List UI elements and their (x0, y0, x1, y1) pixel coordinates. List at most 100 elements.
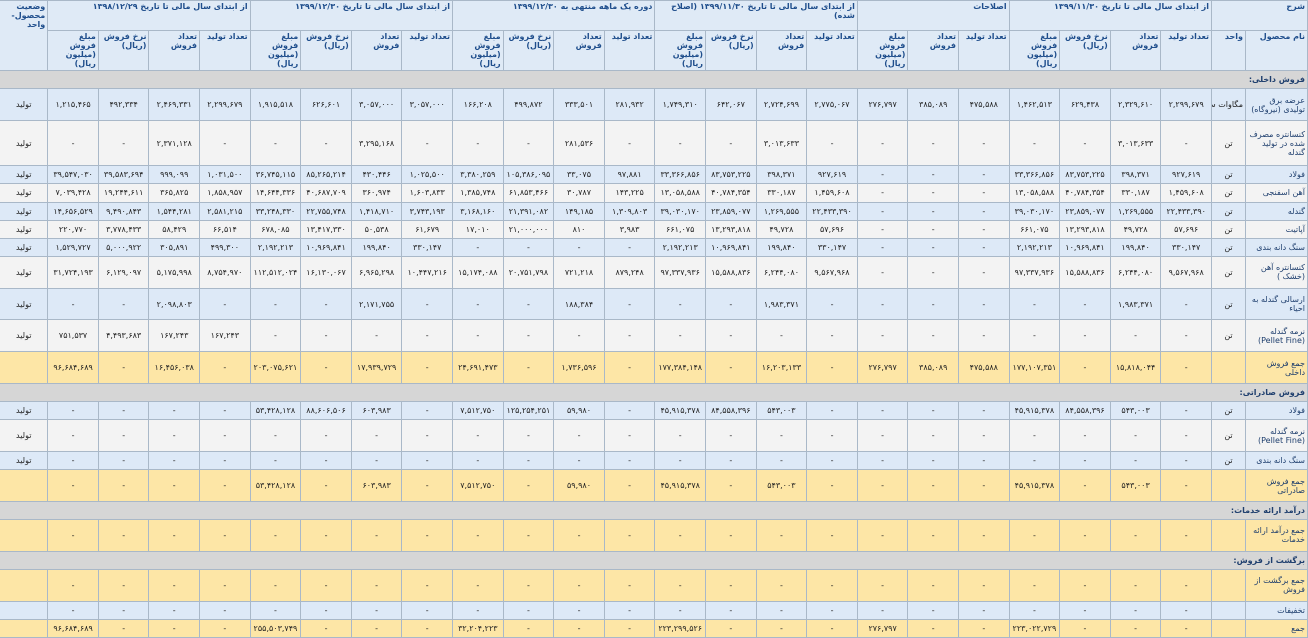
cell: - (249, 119, 302, 167)
cell: ۱,۴۱۸,۷۱۰ (350, 201, 403, 221)
cell: - (199, 401, 251, 421)
cell: ۱۵,۱۷۴,۰۸۸ (452, 255, 504, 289)
cell: - (199, 287, 251, 321)
cell: ۲,۱۹۲,۲۱۳ (1008, 237, 1061, 257)
cell: ۲,۲۹۹,۶۷۹ (199, 88, 251, 121)
cell: ۲۰۳,۰۷۵,۶۲۱ (249, 351, 302, 384)
cell: - (907, 618, 960, 638)
cell: تن (1210, 401, 1247, 421)
cell: - (755, 600, 808, 620)
cell: - (856, 201, 909, 221)
cell: ۳۳,۲۴۸,۳۳۰ (249, 201, 302, 221)
cell: تولید (0, 119, 49, 167)
cell: ۵۴۳,۰۰۳ (1109, 401, 1162, 421)
cell: - (907, 201, 960, 221)
cell: ۴۹,۷۲۸ (1109, 219, 1162, 239)
cell: ۲۲۰,۷۷۰ (47, 219, 99, 239)
cell: - (958, 419, 1010, 452)
cell: ۱۱۲,۵۱۲,۰۲۴ (249, 255, 302, 289)
row-name: فولاد (1245, 165, 1308, 185)
cell: ۱۵,۸۱۸,۰۴۴ (1109, 351, 1162, 384)
cell: ۱۶,۲۰۳,۱۳۳ (755, 351, 808, 384)
cell: - (97, 419, 150, 452)
cell: - (806, 450, 858, 471)
cell: ۴۵,۹۱۵,۳۷۸ (1008, 469, 1061, 502)
cell: - (401, 401, 454, 421)
cell: ۱,۴۶۲,۵۱۳ (1008, 88, 1061, 121)
row-name: کنسانتره آهن (خشک ) (1245, 255, 1308, 289)
cell: - (958, 119, 1010, 167)
cell: ۵۴۳,۰۰۳ (1109, 469, 1162, 502)
cell: تن (1210, 183, 1247, 203)
cell: تولید (0, 201, 49, 221)
column-title: تعداد تولید (958, 30, 1010, 71)
cell: - (856, 450, 909, 471)
cell: ۳,۰۱۳,۶۳۳ (1109, 119, 1162, 167)
table-row: سنگ دانه بندی تن ۳۳۰,۱۴۷ ۱۹۹,۸۴۰ ۱۰,۹۶۹,۸۴۱ ۲… (0, 237, 1308, 257)
cell: ۳۸۵,۰۸۹ (907, 88, 960, 121)
cell: ۲,۳۲۹,۶۱۰ (1109, 88, 1162, 121)
cell: - (199, 519, 251, 552)
cell: ۱,۷۳۶,۵۹۶ (553, 351, 605, 384)
column-title: تعداد فروش (755, 30, 808, 71)
cell: ۲۰,۷۵۱,۷۹۸ (502, 255, 555, 289)
cell: ۸۱۰ (553, 219, 605, 239)
table-row: جمع درآمد ارائه خدمات - - - - - - - - - - - - - - - - - - -… (0, 519, 1308, 552)
cell: - (755, 568, 808, 602)
cell: ۱,۴۵۹,۶۰۸ (806, 183, 858, 203)
cell: ۱,۷۴۹,۳۱۰ (654, 88, 707, 121)
cell: - (856, 219, 909, 239)
cell: - (1059, 319, 1111, 353)
cell: تن (1210, 119, 1247, 167)
cell: ۲۳,۸۵۹,۰۷۷ (705, 201, 757, 221)
cell: - (856, 568, 909, 602)
column-title: تعداد تولید (199, 30, 251, 71)
row-name: جمع درآمد ارائه خدمات (1245, 519, 1308, 552)
cell: ۹۷,۳۳۷,۹۳۶ (1008, 255, 1061, 289)
cell: - (705, 287, 757, 321)
cell: - (97, 600, 150, 620)
table-row: جمع - - -۲۲۳,۰۲۲,۷۲۹- -۲۷۶,۷۹۷- - -۲۲۳,۲۹۹,۵۲۶… (0, 618, 1308, 638)
section-title: فروش صادراتی: (0, 382, 1308, 403)
cell (1210, 568, 1247, 602)
cell: - (148, 469, 201, 502)
cell: - (856, 119, 909, 167)
cell: ۱۵,۵۸۸,۸۳۶ (705, 255, 757, 289)
cell: - (553, 519, 605, 552)
cell: - (502, 469, 555, 502)
cell: ۳۳,۳۶۶,۸۵۶ (654, 165, 707, 185)
column-title: نرخ فروش (ریال) (705, 30, 757, 71)
table-row: آهن اسفنجی تن ۱,۴۵۹,۶۰۸ ۳۳۰,۱۸۷ ۴۰,۷۸۴,۳۵۴ ۱۳… (0, 183, 1308, 203)
cell: - (1059, 119, 1111, 167)
cell: - (958, 165, 1010, 185)
cell: ۲۱,۰۰۰,۰۰۰ (502, 219, 555, 239)
cell: - (705, 351, 757, 384)
column-title: نرخ فروش (ریال) (97, 30, 150, 71)
cell: تن (1210, 419, 1247, 452)
cell: ۵۳,۴۲۸,۱۲۸ (249, 469, 302, 502)
cell: تولید (0, 287, 49, 321)
cell: - (856, 255, 909, 289)
cell: ۶۷۸,۰۸۵ (249, 219, 302, 239)
cell: ۱۹۹,۸۴۰ (755, 237, 808, 257)
cell: ۱۲۵,۲۵۴,۲۵۱ (502, 401, 555, 421)
cell: ۷۵۱,۵۳۷ (47, 319, 99, 353)
table-row: نرمه گندله (Pellet Fine) تن - - - - - - - - - - - - - -… (0, 419, 1308, 452)
table-row: عرضه برق تولیدی (نیروگاه)مگاوات ساعت۲,۲۹… (0, 88, 1308, 121)
cell: - (1160, 600, 1212, 620)
cell: ۹۶,۶۸۴,۶۸۹ (47, 618, 99, 638)
table-row: نرمه گندله (Pellet Fine) تن - - - - - - - - - - - - - -… (0, 319, 1308, 353)
column-title: تعداد تولید (1160, 30, 1212, 71)
cell: - (300, 519, 352, 552)
cell: - (907, 183, 960, 203)
cell: ۳۶,۷۴۵,۱۱۵ (249, 165, 302, 185)
cell: - (452, 319, 504, 353)
cell: - (654, 519, 707, 552)
cell (0, 351, 49, 384)
cell: - (502, 450, 555, 471)
cell: ۱۷,۹۳۹,۷۲۹ (350, 351, 403, 384)
cell: - (705, 519, 757, 552)
cell: - (603, 469, 656, 502)
cell: ۴۹۲,۳۳۴ (97, 88, 150, 121)
cell: - (755, 450, 808, 471)
